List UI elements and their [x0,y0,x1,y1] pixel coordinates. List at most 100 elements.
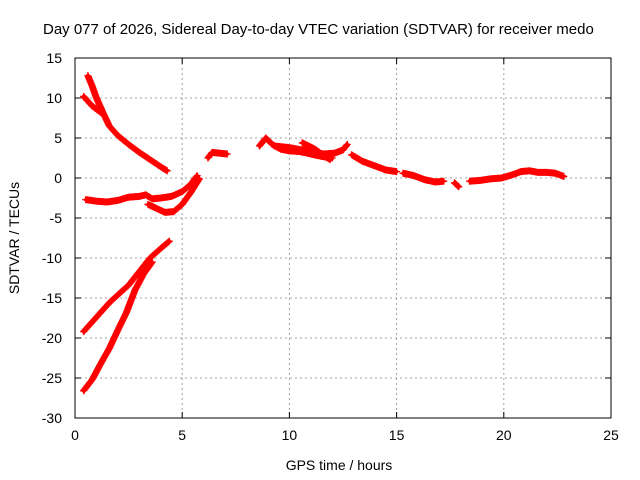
data-point [159,246,163,250]
x-axis-label: GPS time / hours [286,457,393,473]
data-point [412,174,416,178]
data-point [137,150,141,154]
x-tick-label: 10 [282,427,298,443]
data-point [536,170,540,174]
data-point [127,142,131,146]
data-series-arc-10 [298,139,334,164]
data-point [500,176,504,180]
data-point [154,206,158,210]
data-point [163,210,167,214]
data-point [137,270,141,274]
data-point [148,158,152,162]
data-point [264,136,268,140]
data-point [467,179,471,183]
data-point [94,199,98,203]
data-point [345,142,349,146]
y-tick-label: -30 [42,410,62,426]
data-point [99,310,103,314]
data-series-arc-2 [80,92,105,116]
data-point [452,181,456,185]
x-tick-label: 5 [178,427,186,443]
data-point [127,283,131,287]
grid-layer [75,58,611,418]
data-point [195,174,199,178]
plot-frame [74,57,612,419]
y-tick-label: 10 [46,90,62,106]
data-point [150,197,154,201]
data-point [172,210,176,214]
data-point [142,272,146,276]
tick-layer: 0 5 10 15 20 25 15 10 5 0 -5 -10 -15 -20 -25 -30 [42,50,619,443]
x-tick-label: 25 [603,427,619,443]
data-point [144,193,148,197]
data-point [545,170,549,174]
data-point [528,169,532,173]
data-point [105,200,109,204]
data-point [90,104,94,108]
data-point [210,150,214,154]
data-point [287,146,291,150]
data-point [433,180,437,184]
data-point [257,144,261,148]
data-trace [348,151,401,176]
data-point [322,154,326,158]
data-series-arc-14 [465,167,568,185]
data-point [300,141,304,145]
data-point [159,165,163,169]
data-point [107,346,111,350]
data-point [489,177,493,181]
x-tick-label: 15 [389,427,405,443]
data-series-arc-13 [450,179,463,191]
data-layer [80,72,568,395]
y-axis-label: SDTVAR / TECUs [6,182,22,294]
data-point [373,164,377,168]
data-point [99,110,103,114]
data-point [137,194,141,198]
data-point [180,190,184,194]
data-point [90,84,94,88]
data-point [94,96,98,100]
y-tick-label: -15 [42,290,62,306]
data-series-arc-5 [80,237,173,336]
data-point [82,330,86,334]
data-point [478,178,482,182]
y-tick-label: -10 [42,250,62,266]
data-point [197,177,201,181]
data-point [167,239,171,243]
data-point [180,202,184,206]
data-point [82,389,86,393]
x-tick-label: 20 [496,427,512,443]
data-point [272,144,276,148]
data-point [82,94,86,98]
data-point [328,158,332,162]
data-trace [450,179,463,191]
data-point [94,107,98,111]
data-series-arc-12 [399,169,448,186]
data-point [206,156,210,160]
data-series-arc-11 [348,151,401,176]
data-point [350,153,354,157]
data-point [332,151,336,155]
data-series-arc-6 [80,258,156,395]
y-tick-label: -25 [42,370,62,386]
chart-title: Day 077 of 2026, Sidereal Day-to-day VTE… [43,21,594,38]
data-point [553,171,557,175]
data-point [189,190,193,194]
data-point [146,202,150,206]
data-point [270,142,274,146]
data-point [107,124,111,128]
data-point [124,310,128,314]
data-point [395,170,399,174]
data-point [116,198,120,202]
data-series-arc-1 [84,72,171,175]
data-point [519,170,523,174]
y-tick-label: 5 [54,130,62,146]
data-point [107,301,111,305]
data-point [384,168,388,172]
data-point [127,195,131,199]
data-point [116,134,120,138]
data-point [189,182,193,186]
data-point [313,147,317,151]
data-point [422,178,426,182]
